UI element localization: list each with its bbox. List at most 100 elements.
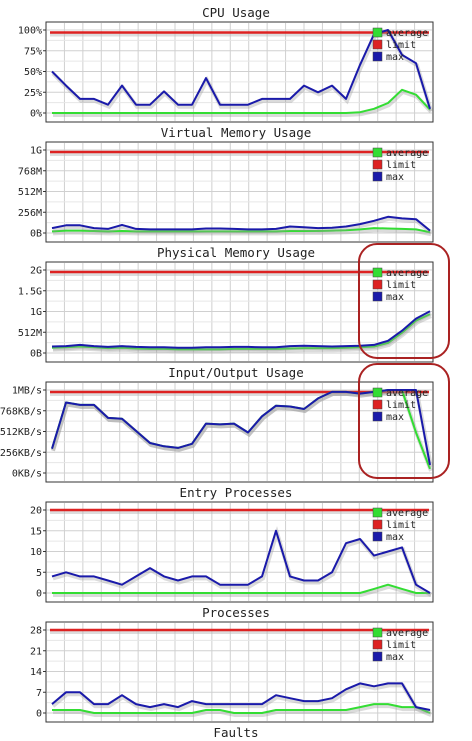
legend-swatch-average [372,387,383,398]
legend-label-average: average [386,388,428,399]
y-tick-label: 20 [30,506,42,517]
legend-swatch-average [372,27,383,38]
y-tick-label: 75% [24,46,42,57]
legend-label-limit: limit [386,640,416,651]
y-tick-label: 1G [30,146,42,157]
y-tick-label: 100% [18,26,42,37]
y-tick-label: 7 [36,688,42,699]
series-max-shadow [52,216,433,235]
chart-panel: Virtual Memory Usage 0B 256M 512M 768M 1G aver… [18,125,434,243]
legend-swatch-limit [372,639,383,650]
legend-label-limit: limit [386,400,416,411]
legend-swatch-max [372,411,383,422]
y-tick-label: 0B [30,349,42,360]
legend-swatch-limit [372,159,383,170]
legend-swatch-max [372,171,383,182]
y-tick-label: 21 [30,646,42,657]
y-tick-label: 28 [30,626,42,637]
series-average-line [51,313,431,351]
legend-swatch-average [372,627,383,638]
series-average-line [51,227,431,234]
highlight-annotation [358,243,450,359]
y-tick-label: 0KB/s [12,469,42,480]
series-average-shadow [51,390,433,472]
series-average-line [52,583,430,594]
legend-label-average: average [386,268,428,279]
y-tick-label: 1.5G [18,286,42,297]
y-tick-label: 50% [24,67,42,78]
chart-panel: Faults [213,725,258,740]
legend-label-average: average [386,628,428,639]
series-average-line [52,88,431,114]
legend-swatch-max [372,651,383,662]
chart-title: Virtual Memory Usage [161,125,312,140]
series-max-shadow [52,311,432,352]
y-tick-label: 0% [30,109,42,120]
legend-label-max: max [386,52,404,63]
highlight-annotation [358,363,450,479]
series-max-line [51,310,431,349]
y-tick-label: 768KB/s [0,406,42,417]
legend-swatch-max [372,291,383,302]
legend-swatch-average [372,507,383,518]
series-average-line [52,703,431,714]
legend-swatch-limit [372,399,383,410]
y-tick-label: 512M [18,328,42,339]
legend-label-average: average [386,28,428,39]
y-tick-label: 0 [36,709,42,720]
legend-label-limit: limit [386,280,416,291]
legend-label-average: average [386,148,428,159]
chart-panel: Physical Memory Usage 0B 512M 1G 1.5G 2G avera… [18,243,450,363]
series-max-shadow [51,390,433,468]
chart-title: Entry Processes [180,485,293,500]
y-tick-label: 0B [30,229,42,240]
legend-label-max: max [386,292,404,303]
chart-title: Processes [202,605,270,620]
series-average-shadow [53,704,432,717]
chart-title: Input/Output Usage [168,365,303,380]
y-tick-label: 256KB/s [0,448,42,459]
legend-label-limit: limit [386,520,416,531]
y-tick-label: 512M [18,187,42,198]
legend-swatch-limit [372,519,383,530]
y-tick-label: 14 [30,667,42,678]
legend-swatch-max [372,531,383,542]
legend-swatch-average [372,267,383,278]
series-average-shadow [52,228,432,237]
legend-swatch-average [372,147,383,158]
y-tick-label: 1G [30,307,42,318]
y-tick-label: 512KB/s [0,427,42,438]
y-tick-label: 1MB/s [12,386,42,397]
legend-label-max: max [386,412,404,423]
y-tick-label: 5 [36,568,42,579]
series-max-line [51,215,431,232]
legend-swatch-limit [372,39,383,50]
legend-swatch-max [372,51,383,62]
y-tick-label: 15 [30,526,42,537]
series-average-shadow [53,89,433,117]
y-tick-label: 256M [18,208,42,219]
y-tick-label: 2G [30,266,42,277]
y-tick-label: 10 [30,547,42,558]
series-average-shadow [52,314,432,354]
series-max-line [51,529,431,594]
series-max-line [51,29,431,110]
legend-swatch-limit [372,279,383,290]
legend-label-limit: limit [386,40,416,51]
legend-label-max: max [386,652,404,663]
legend-label-limit: limit [386,160,416,171]
y-tick-label: 0 [36,589,42,600]
series-max-shadow [51,683,432,714]
series-average-shadow [53,584,431,597]
series-max-shadow [51,29,433,112]
legend-label-max: max [386,172,404,183]
series-max-line [51,682,431,711]
legend-label-average: average [386,508,428,519]
chart-panel: Input/Output Usage 0KB/s 256KB/s 512KB/s 768… [0,363,450,483]
series-max-line [51,389,431,466]
chart-title: CPU Usage [202,5,270,20]
